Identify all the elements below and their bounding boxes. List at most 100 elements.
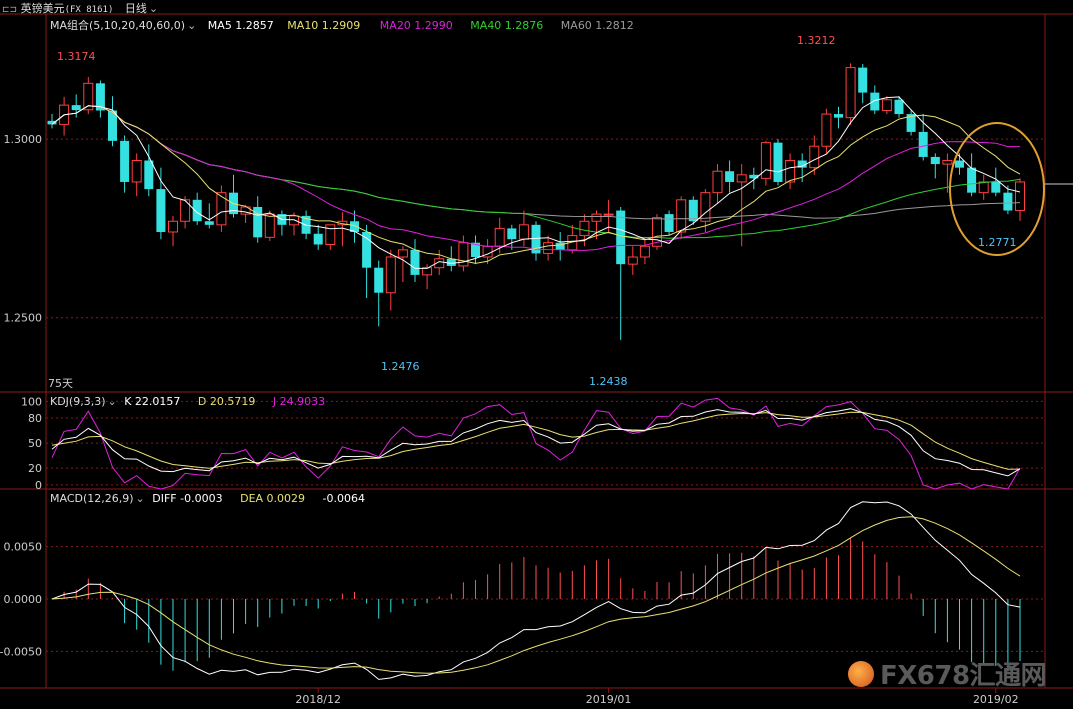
kdj-d-line: [51, 411, 1021, 470]
candle-body-up: [518, 224, 529, 240]
candle-body-down: [834, 114, 843, 118]
annotation-high-left: 1.3174: [57, 50, 96, 63]
candle-body-down: [906, 114, 916, 132]
candle-body-up: [131, 160, 142, 183]
y-tick-label: 0: [35, 479, 42, 492]
candle-body-down: [967, 167, 977, 193]
candle-body-down: [616, 210, 626, 265]
candle-body-up: [821, 113, 832, 147]
highlight-ellipse: [949, 122, 1045, 256]
candle-body-up: [168, 220, 178, 233]
ma60-value: MA60 1.2812: [560, 19, 634, 32]
candle-body-up: [264, 213, 275, 238]
kdj-j-value: J 24.9033: [272, 395, 326, 408]
candle-body-down: [1003, 192, 1013, 211]
candle-body-up: [639, 245, 650, 258]
ma-legend: MA组合(5,10,20,40,60,0) ⌄ MA5 1.2857 MA10 1…: [50, 17, 634, 33]
candle-body-down: [797, 160, 807, 168]
annotation-high-right: 1.3212: [797, 34, 836, 47]
candle-body-down: [749, 174, 759, 179]
candle-body-up: [434, 258, 445, 269]
watermark: FX678汇通网: [848, 655, 1047, 692]
candle-body-down: [664, 214, 674, 232]
candle-body-down: [773, 142, 783, 182]
watermark-logo-icon: [848, 660, 874, 687]
x-tick-label: 2019/01: [586, 693, 632, 706]
annotation-low-2: 1.2438: [589, 375, 628, 388]
pair-icon: ⊏⊐: [2, 5, 18, 15]
candle-body-up: [736, 174, 747, 183]
candle-body-up: [845, 67, 856, 119]
candle-body-down: [688, 199, 698, 222]
candle-body-down: [156, 189, 166, 232]
macd-dea-value: DEA 0.0029: [240, 492, 306, 505]
y-tick-label: 80: [28, 412, 42, 425]
candle-body-down: [192, 199, 202, 222]
candle-body-down: [991, 181, 1001, 193]
kdj-d-value: D 20.5719: [197, 395, 256, 408]
candle-body-up: [627, 256, 638, 265]
candle-body-up: [676, 199, 687, 233]
instrument-code: (FX 8161): [64, 5, 114, 15]
candle-body-up: [325, 224, 336, 245]
candle-body-up: [216, 192, 227, 226]
candle-body-up: [942, 160, 953, 165]
candle-body-down: [930, 156, 940, 165]
y-tick-label: -0.0050: [0, 645, 42, 658]
candle-body-up: [712, 170, 723, 194]
chevron-down-icon: ⌄: [107, 395, 117, 408]
candle-body-down: [507, 228, 517, 240]
candle-body-down: [313, 233, 323, 245]
candle-body-up: [240, 206, 251, 215]
title-bar: ⊏⊐ 英镑美元(FX 8161) 日线 ⌄: [2, 0, 159, 15]
x-tick-label: 2018/12: [295, 693, 341, 706]
candle-body-down: [446, 258, 456, 266]
candle-body-down: [918, 131, 928, 157]
candle-body-down: [120, 140, 130, 182]
kdj-j-line: [51, 397, 1021, 490]
kdj-select[interactable]: KDJ(9,3,3) ⌄: [50, 395, 117, 408]
kdj-k-line: [51, 408, 1021, 477]
y-tick-label: 0.0000: [4, 593, 43, 606]
candle-body-down: [362, 231, 372, 268]
chevron-down-icon: ⌄: [187, 19, 197, 32]
candle-body-down: [858, 67, 868, 93]
macd-dea-line: [51, 516, 1021, 674]
ma5-line: [51, 96, 1021, 269]
ma10-line: [51, 105, 1021, 264]
ma-group-select[interactable]: MA组合(5,10,20,40,60,0) ⌄: [50, 19, 197, 32]
ma5-value: MA5 1.2857: [207, 19, 274, 32]
annotation-low-1: 1.2476: [381, 360, 420, 373]
candle-body-up: [180, 199, 191, 222]
y-tick-label: 1.2500: [4, 312, 43, 325]
candle-body-up: [760, 142, 771, 179]
candle-body-down: [108, 110, 117, 141]
macd-select[interactable]: MACD(12,26,9) ⌄: [50, 492, 145, 505]
ma20-line: [51, 105, 1020, 251]
macd-legend: MACD(12,26,9) ⌄ DIFF -0.0003 DEA 0.0029 -…: [50, 492, 365, 505]
ma10-value: MA10 1.2909: [287, 19, 361, 32]
period-select[interactable]: 日线 ⌄: [124, 2, 159, 15]
ma40-value: MA40 1.2876: [470, 19, 544, 32]
candle-body-up: [422, 267, 433, 276]
candle-body-down: [894, 99, 904, 115]
candle-body-down: [350, 221, 359, 232]
candle-body-down: [725, 171, 735, 182]
candle-body-up: [385, 256, 396, 294]
macd-diff-line: [51, 501, 1021, 680]
candle-body-down: [374, 267, 384, 293]
candle-body-down: [471, 242, 480, 257]
candle-body-up: [809, 145, 820, 169]
candle-body-down: [870, 92, 880, 111]
candle-body-down: [555, 242, 565, 250]
candle-body-down: [144, 160, 154, 190]
instrument-name: 英镑美元: [20, 2, 65, 15]
candle-body-down: [71, 105, 81, 111]
candle-body-up: [785, 160, 796, 183]
candle-body-up: [1015, 181, 1025, 212]
candle-body-up: [881, 99, 892, 111]
candle-body-up: [83, 82, 94, 111]
candle-body-down: [204, 221, 214, 225]
candle-body-down: [410, 249, 420, 275]
